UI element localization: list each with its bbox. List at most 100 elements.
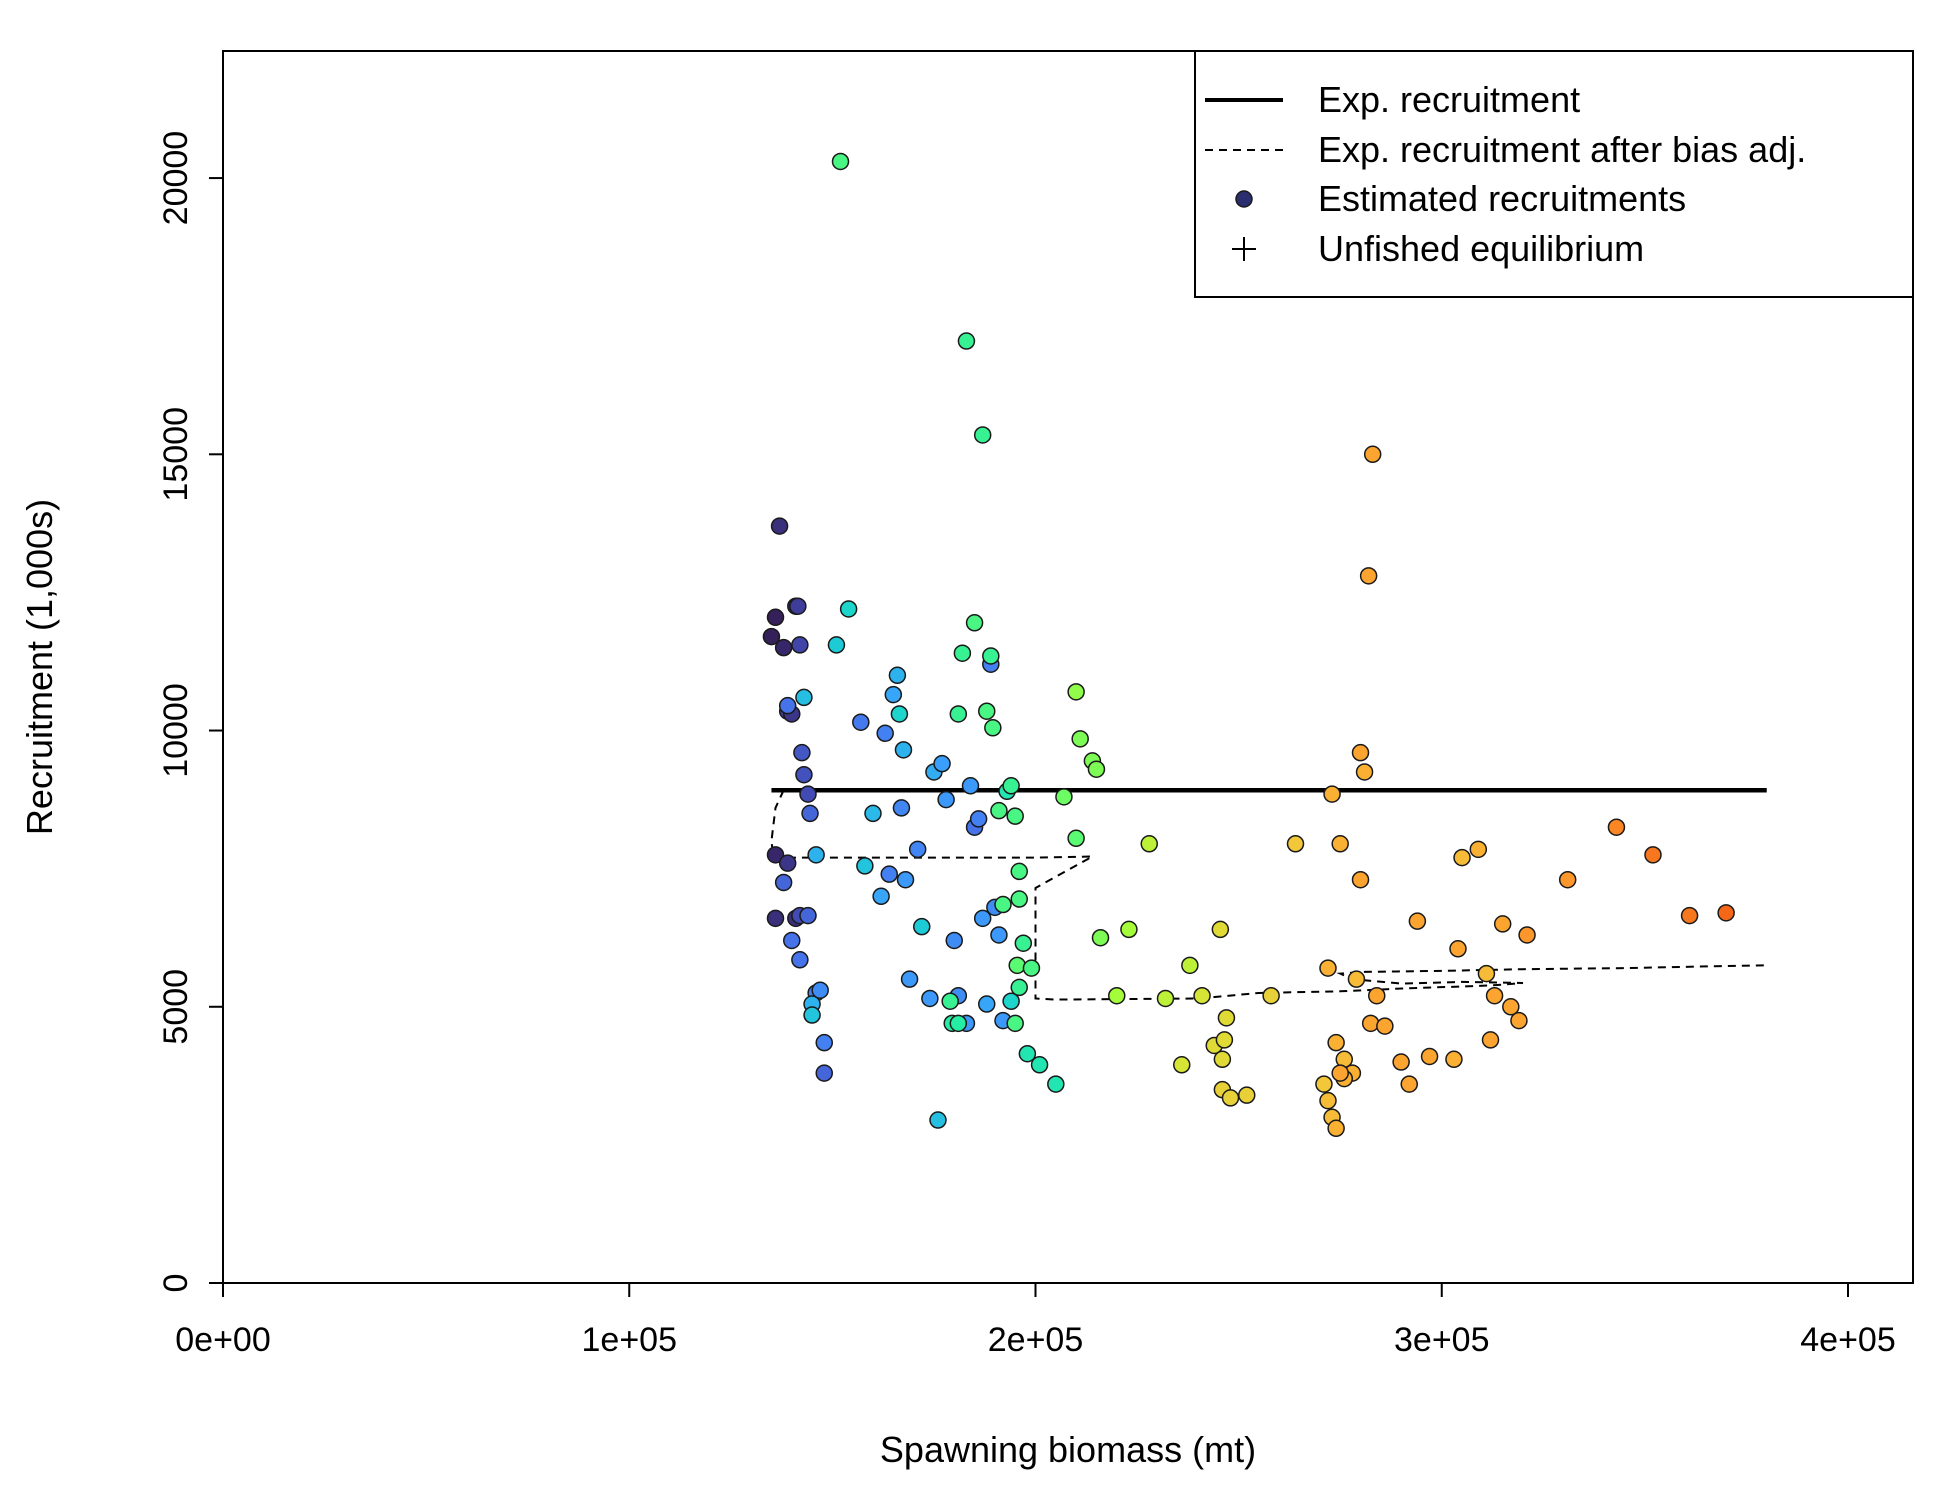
recruitment-point [1215,1031,1234,1049]
recruitment-point [1319,1091,1337,1110]
recruitment-point [884,685,903,704]
recruitment-point [973,426,992,444]
legend-label-exp-recruitment-bias-adj: Exp. recruitment after bias adj. [1318,129,1806,170]
recruitment-point [1181,956,1199,975]
recruitment-point [1408,912,1427,930]
recruitment-point [762,627,781,646]
recruitment-point [1644,846,1662,864]
recruitment-point [1006,807,1024,825]
y-tick-label: 5000 [157,969,195,1045]
recruitment-point [1014,934,1033,952]
recruitment-point [1315,1075,1333,1093]
recruitment-point [892,799,911,817]
recruitment-point [937,790,955,809]
recruitment-point [791,636,809,654]
x-tick-label: 4e+05 [1800,1321,1896,1359]
recruitment-point [1156,989,1175,1008]
recruitment-point [1067,683,1085,701]
recruitment-point [945,931,963,950]
recruitment-point [1717,904,1735,922]
recruitment-point [799,906,817,925]
recruitment-point [864,804,882,823]
recruitment-point [1087,760,1106,778]
recruitment-point [894,741,913,759]
y-axis: 0 5000 10000 15000 20000 [157,131,224,1293]
y-tick-label: 0 [157,1274,195,1293]
recruitment-point [1221,1089,1240,1107]
recruitment-point [1493,915,1512,933]
recruitment-point [1351,870,1370,889]
recruitment-point [1108,986,1126,1005]
recruitment-point [1238,1086,1256,1104]
recruitment-point [1502,998,1520,1016]
x-axis: 0e+00 1e+05 2e+05 3e+05 4e+05 [175,1282,1896,1359]
recruitment-point [1392,1053,1410,1071]
legend-plus-icon [1232,237,1256,261]
recruitment-point [778,854,797,872]
x-tick-label: 2e+05 [988,1321,1084,1359]
recruitment-point [801,804,819,823]
recruitment-point [900,970,919,988]
recruitment-point [795,765,813,784]
recruitment-point [1453,848,1471,867]
recruitment-point [770,517,789,535]
recruitment-point [1010,890,1028,908]
recruitment-point [1067,829,1085,848]
recruitment-point [1173,1056,1191,1074]
recruitment-point [783,931,801,950]
recruitment-point [1485,986,1504,1005]
recruitment-point [1368,986,1386,1005]
recruitment-point [1286,835,1305,853]
recruitment-point [815,1033,833,1052]
recruitment-point [827,636,846,654]
recruitment-point [1193,986,1211,1005]
recruitment-point [990,926,1008,944]
legend: Exp. recruitment Exp. recruitment after … [1194,50,1914,298]
recruitment-point [766,909,785,928]
recruitment-point [766,846,785,864]
recruitment-point [978,995,996,1013]
recruitment-point [1363,445,1382,464]
recruitment-point [1477,964,1496,983]
recruitment-point [1355,763,1374,781]
recruitment-point [1018,1044,1037,1063]
recruitment-point [1347,970,1366,988]
recruitment-point [957,332,976,350]
recruitment-point [973,909,992,928]
recruitment-point [1006,1014,1024,1033]
recruitment-point [1008,956,1026,975]
recruitment-point [1361,1014,1380,1033]
recruitment-point [953,644,972,662]
recruitment-point [965,614,984,632]
recruitment-point [1558,870,1577,889]
recruitment-point [1211,920,1230,939]
recruitment-point [1213,1050,1232,1069]
recruitment-point [1091,928,1110,947]
recruitment-point [880,865,898,883]
recruitment-point [1120,920,1138,939]
recruitment-point [876,724,894,743]
recruitment-point [978,702,996,720]
recruitment-point [890,705,909,723]
recruitment-point [1030,1056,1049,1074]
recruitment-point [1217,1009,1236,1027]
recruitment-point [815,1064,833,1082]
recruitment-point [908,840,927,859]
recruitment-point [1359,567,1378,585]
recruitment-point [913,917,931,936]
recruitment-point [1518,926,1536,944]
recruitment-point [949,705,968,723]
legend-label-unfished-equilibrium: Unfished equilibrium [1318,228,1644,269]
y-axis-title: Recruitment (1,000s) [19,499,60,835]
recruitment-point [778,696,797,715]
recruitment-point [872,887,890,906]
recruitment-point [1010,978,1028,997]
recruitment-point [1469,840,1488,859]
recruitment-point [941,992,959,1010]
legend-box [1194,50,1914,298]
recruitment-point [766,608,785,627]
y-tick-label: 15000 [157,407,195,502]
recruitment-point [1400,1075,1418,1093]
recruitment-point [1420,1047,1439,1066]
legend-label-exp-recruitment: Exp. recruitment [1318,79,1580,120]
